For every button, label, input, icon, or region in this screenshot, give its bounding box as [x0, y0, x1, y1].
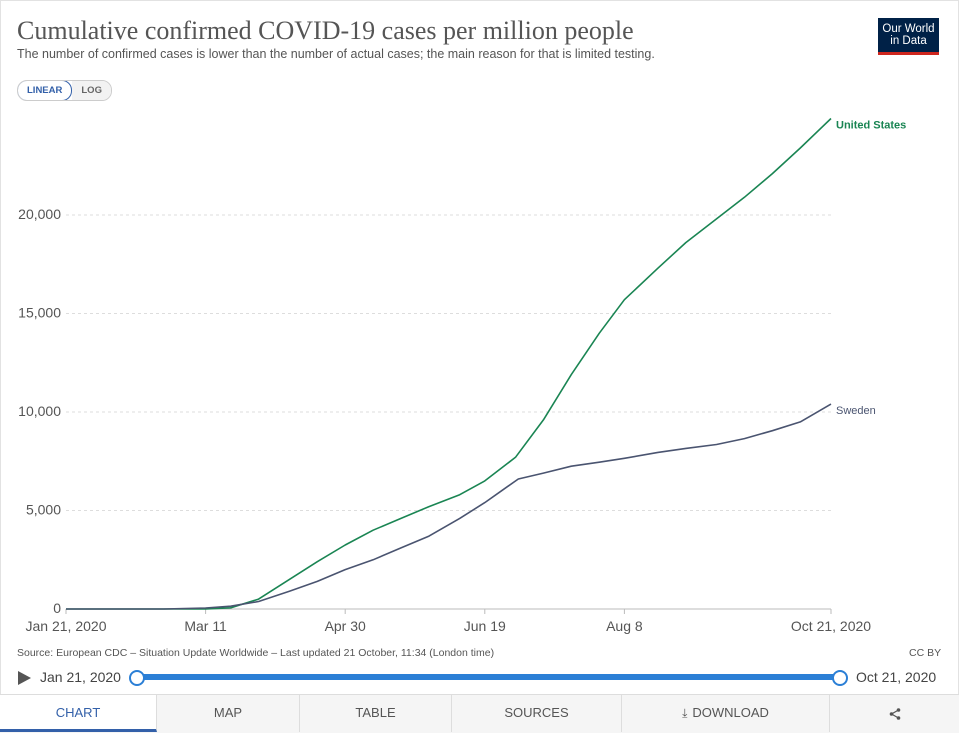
- y-tick-label: 15,000: [18, 305, 61, 321]
- timeline-start-label: Jan 21, 2020: [40, 669, 121, 685]
- tab-chart[interactable]: CHART: [0, 695, 157, 732]
- tab-share[interactable]: [830, 695, 959, 732]
- logo-line-2: in Data: [890, 35, 927, 47]
- x-tick-label: Apr 30: [325, 618, 366, 634]
- tab-bar: CHART MAP TABLE SOURCES ⤓ DOWNLOAD: [0, 694, 959, 733]
- x-tick-label: Jun 19: [464, 618, 506, 634]
- timeline-track[interactable]: [137, 674, 840, 680]
- download-icon: ⤓: [682, 706, 688, 720]
- y-tick-label: 5,000: [26, 502, 61, 518]
- y-tick-label: 10,000: [18, 403, 61, 419]
- x-tick-label: Aug 8: [606, 618, 643, 634]
- timeline-end-handle[interactable]: [832, 670, 848, 686]
- series-line-sweden: [66, 403, 832, 610]
- chart-title: Cumulative confirmed COVID-19 cases per …: [17, 16, 634, 45]
- play-icon[interactable]: [18, 671, 31, 685]
- chart-subtitle: The number of confirmed cases is lower t…: [17, 47, 655, 61]
- x-tick-label: Oct 21, 2020: [791, 618, 871, 634]
- source-note[interactable]: Source: European CDC – Situation Update …: [17, 647, 495, 659]
- license-link[interactable]: CC BY: [909, 647, 942, 659]
- line-chart: 0 5,000 10,000 15,000 20,000 Jan 21, 2020 Mar …: [18, 117, 906, 634]
- timeline: Jan 21, 2020 Oct 21, 2020: [0, 666, 959, 690]
- x-tick-label: Mar 11: [184, 618, 227, 634]
- tab-table[interactable]: TABLE: [300, 695, 452, 732]
- timeline-end-label: Oct 21, 2020: [856, 669, 937, 685]
- series-label-united-states: United States: [836, 119, 906, 131]
- series-line-united-states: [66, 117, 832, 610]
- y-tick-label: 0: [53, 600, 61, 616]
- tab-map[interactable]: MAP: [157, 695, 300, 732]
- scale-toggle: LINEAR LOG: [17, 80, 112, 101]
- log-scale-button[interactable]: LOG: [72, 81, 111, 100]
- tab-download-label: DOWNLOAD: [692, 705, 769, 720]
- logo-line-1: Our World: [882, 23, 935, 35]
- share-icon: [889, 707, 900, 720]
- x-tick-label: Jan 21, 2020: [26, 618, 107, 634]
- owid-logo[interactable]: Our World in Data: [878, 18, 939, 55]
- series-label-sweden: Sweden: [836, 405, 876, 417]
- tab-sources[interactable]: SOURCES: [452, 695, 622, 732]
- linear-scale-button[interactable]: LINEAR: [17, 81, 73, 100]
- tab-download[interactable]: ⤓ DOWNLOAD: [622, 695, 830, 732]
- y-tick-label: 20,000: [18, 206, 61, 222]
- timeline-start-handle[interactable]: [129, 670, 145, 686]
